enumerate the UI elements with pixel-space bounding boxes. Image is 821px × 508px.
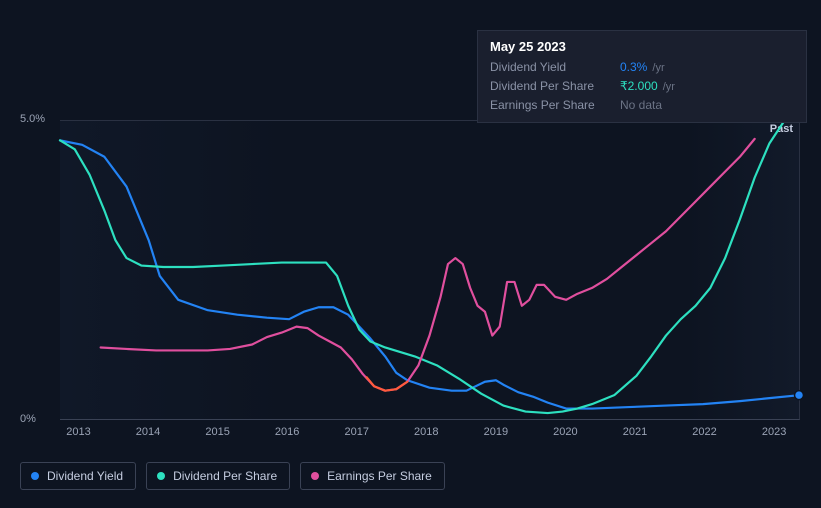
x-axis-tick: 2021 bbox=[623, 426, 647, 438]
x-axis-tick: 2023 bbox=[762, 426, 786, 438]
x-axis-tick: 2014 bbox=[136, 426, 160, 438]
legend-item-dividend-yield[interactable]: Dividend Yield bbox=[20, 462, 136, 490]
x-axis-tick: 2015 bbox=[205, 426, 229, 438]
legend: Dividend Yield Dividend Per Share Earnings… bbox=[20, 462, 445, 490]
tooltip-row: Earnings Per ShareNo data bbox=[490, 96, 794, 114]
tooltip-value: ₹2.000 /yr bbox=[620, 77, 675, 96]
legend-label: Earnings Per Share bbox=[327, 469, 432, 483]
tooltip-date: May 25 2023 bbox=[490, 39, 794, 54]
x-axis-tick: 2016 bbox=[275, 426, 299, 438]
dividend-chart: 5.0% 0% Past 2013 2014 2015 2016 2017 2018 2019… bbox=[20, 108, 810, 438]
tooltip-value: No data bbox=[620, 96, 662, 114]
series-dividend-per-share bbox=[60, 117, 799, 414]
chart-tooltip: May 25 2023 Dividend Yield0.3% /yrDivide… bbox=[477, 30, 807, 123]
y-axis-tick: 5.0% bbox=[20, 113, 45, 125]
series-earnings-per-share bbox=[101, 139, 755, 391]
tooltip-row: Dividend Yield0.3% /yr bbox=[490, 58, 794, 77]
tooltip-label: Dividend Per Share bbox=[490, 77, 620, 96]
x-axis-tick: 2019 bbox=[484, 426, 508, 438]
plot-area[interactable]: Past bbox=[60, 120, 800, 420]
y-axis-tick: 0% bbox=[20, 413, 36, 425]
tooltip-label: Dividend Yield bbox=[490, 58, 620, 77]
legend-item-dividend-per-share[interactable]: Dividend Per Share bbox=[146, 462, 290, 490]
tooltip-row: Dividend Per Share₹2.000 /yr bbox=[490, 77, 794, 96]
legend-dot-icon bbox=[311, 472, 319, 480]
series-end-dot bbox=[795, 391, 804, 400]
legend-item-earnings-per-share[interactable]: Earnings Per Share bbox=[300, 462, 445, 490]
x-axis-tick: 2017 bbox=[344, 426, 368, 438]
x-axis-tick: 2013 bbox=[66, 426, 90, 438]
legend-dot-icon bbox=[31, 472, 39, 480]
x-axis-tick: 2022 bbox=[692, 426, 716, 438]
series-dividend-yield bbox=[60, 140, 799, 408]
x-axis-tick: 2020 bbox=[553, 426, 577, 438]
legend-label: Dividend Per Share bbox=[173, 469, 277, 483]
tooltip-label: Earnings Per Share bbox=[490, 96, 620, 114]
legend-label: Dividend Yield bbox=[47, 469, 123, 483]
series-earnings-per-share-loss- bbox=[367, 377, 408, 390]
tooltip-value: 0.3% /yr bbox=[620, 58, 665, 77]
x-axis-tick: 2018 bbox=[414, 426, 438, 438]
legend-dot-icon bbox=[157, 472, 165, 480]
